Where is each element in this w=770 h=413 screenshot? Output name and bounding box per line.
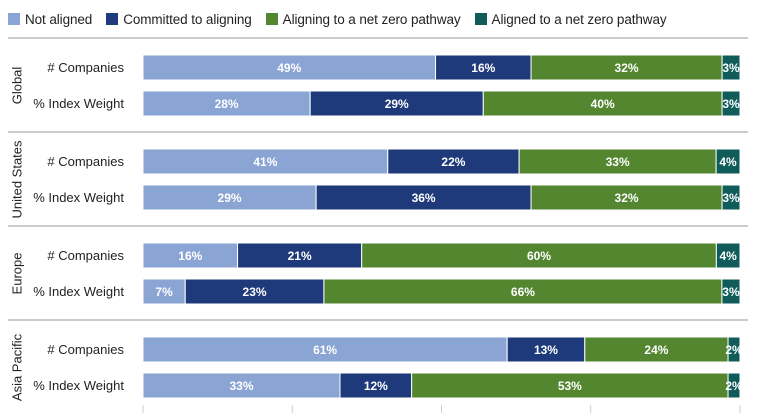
- bar-data-label: 21%: [288, 249, 312, 263]
- bar-data-label: 3%: [722, 61, 740, 75]
- bar-segment-global-index-weight-committed-to-aligning: [309, 90, 484, 117]
- bar-segment-global-index-weight-not-aligned: [142, 90, 311, 117]
- bar-data-label: 66%: [511, 285, 535, 299]
- legend-item-aligning-to-a-net-zero-pathway: Aligning to a net zero pathway: [265, 11, 461, 27]
- bar-data-label: 33%: [606, 155, 630, 169]
- bar-data-label: 2%: [725, 379, 743, 393]
- row-label: % Index Weight: [33, 378, 124, 393]
- legend-swatch: [106, 13, 119, 25]
- bar-segment-united-states-index-weight-aligned-to-a-net-zero-pathway: [721, 184, 741, 211]
- legend-item-not-aligned: Not aligned: [8, 12, 92, 27]
- bar-segment-united-states-companies-aligning-to-a-net-zero-pathway: [518, 148, 717, 175]
- bar-data-label: 3%: [722, 285, 740, 299]
- bar-segment-united-states-index-weight-not-aligned: [142, 184, 317, 211]
- legend-label: Aligned to a net zero pathway: [491, 11, 667, 27]
- bar-segment-europe-companies-aligned-to-a-net-zero-pathway: [715, 242, 741, 269]
- row-label: # Companies: [47, 248, 124, 263]
- bar-data-label: 22%: [441, 155, 465, 169]
- row-label: % Index Weight: [33, 96, 124, 111]
- bar-segment-united-states-companies-committed-to-aligning: [387, 148, 520, 175]
- bar-data-label: 49%: [277, 61, 301, 75]
- bar-segment-united-states-companies-aligned-to-a-net-zero-pathway: [715, 148, 741, 175]
- bar-data-label: 7%: [155, 285, 173, 299]
- group-label-united-states: United States: [10, 140, 25, 219]
- bar-data-label: 61%: [313, 343, 337, 357]
- bar-data-label: 16%: [471, 61, 495, 75]
- bar-data-label: 13%: [534, 343, 558, 357]
- bar-segment-europe-companies-committed-to-aligning: [237, 242, 363, 269]
- group-label-global: Global: [10, 67, 25, 105]
- bar-segment-europe-companies-aligning-to-a-net-zero-pathway: [361, 242, 717, 269]
- group-label-europe: Europe: [10, 253, 25, 295]
- row-label: % Index Weight: [33, 190, 124, 205]
- row-label: % Index Weight: [33, 284, 124, 299]
- bar-data-label: 60%: [527, 249, 551, 263]
- bar-data-label: 32%: [615, 191, 639, 205]
- bar-data-label: 16%: [178, 249, 202, 263]
- legend-swatch: [474, 13, 487, 25]
- bar-segment-global-companies-aligning-to-a-net-zero-pathway: [530, 54, 723, 81]
- bar-segment-asia-pacific-index-weight-aligning-to-a-net-zero-pathway: [411, 372, 729, 399]
- bar-segment-asia-pacific-companies-not-aligned: [142, 336, 508, 363]
- bar-data-label: 28%: [215, 97, 239, 111]
- bar-segment-asia-pacific-companies-aligned-to-a-net-zero-pathway: [727, 336, 741, 363]
- bar-segment-global-companies-committed-to-aligning: [435, 54, 532, 81]
- bar-data-label: 24%: [644, 343, 668, 357]
- bar-segment-europe-companies-not-aligned: [142, 242, 239, 269]
- bar-segment-europe-index-weight-aligned-to-a-net-zero-pathway: [721, 278, 741, 305]
- bar-data-label: 29%: [385, 97, 409, 111]
- legend: Not aligned Committed to aligning Aligning…: [8, 8, 681, 30]
- bar-data-label: 2%: [725, 343, 743, 357]
- bar-segment-europe-index-weight-committed-to-aligning: [184, 278, 325, 305]
- bar-data-label: 40%: [591, 97, 615, 111]
- bar-data-label: 33%: [229, 379, 253, 393]
- bar-segment-united-states-companies-not-aligned: [142, 148, 389, 175]
- row-label: # Companies: [47, 342, 124, 357]
- bar-data-label: 36%: [412, 191, 436, 205]
- bar-data-label: 4%: [720, 249, 738, 263]
- bar-segment-europe-index-weight-not-aligned: [142, 278, 186, 305]
- legend-label: Aligning to a net zero pathway: [282, 11, 461, 27]
- row-label: # Companies: [47, 154, 124, 169]
- legend-item-aligned-to-a-net-zero-pathway: Aligned to a net zero pathway: [474, 11, 667, 27]
- legend-label: Not aligned: [25, 11, 93, 27]
- bar-data-label: 3%: [722, 191, 740, 205]
- legend-swatch: [265, 13, 278, 25]
- bar-segment-asia-pacific-index-weight-committed-to-aligning: [339, 372, 413, 399]
- bar-data-label: 4%: [719, 155, 737, 169]
- bar-data-label: 23%: [243, 285, 267, 299]
- bar-data-label: 12%: [364, 379, 388, 393]
- bar-data-label: 3%: [722, 97, 740, 111]
- bar-data-label: 29%: [218, 191, 242, 205]
- bar-segment-global-companies-aligned-to-a-net-zero-pathway: [721, 54, 741, 81]
- legend-item-committed-to-aligning: Committed to aligning: [106, 11, 252, 27]
- bar-segment-asia-pacific-companies-committed-to-aligning: [506, 336, 586, 363]
- bar-segment-global-companies-not-aligned: [142, 54, 437, 81]
- legend-label: Committed to aligning: [123, 11, 252, 27]
- bar-data-label: 41%: [253, 155, 277, 169]
- bar-segment-united-states-index-weight-aligning-to-a-net-zero-pathway: [530, 184, 723, 211]
- bar-segment-global-index-weight-aligning-to-a-net-zero-pathway: [482, 90, 723, 117]
- bar-segment-asia-pacific-index-weight-aligned-to-a-net-zero-pathway: [727, 372, 741, 399]
- legend-swatch: [8, 13, 20, 25]
- group-label-asia-pacific: Asia Pacific: [10, 333, 25, 401]
- bar-data-label: 32%: [615, 61, 639, 75]
- row-label: # Companies: [47, 60, 124, 75]
- bar-segment-asia-pacific-companies-aligning-to-a-net-zero-pathway: [584, 336, 729, 363]
- bar-data-label: 53%: [558, 379, 582, 393]
- bar-segment-global-index-weight-aligned-to-a-net-zero-pathway: [721, 90, 741, 117]
